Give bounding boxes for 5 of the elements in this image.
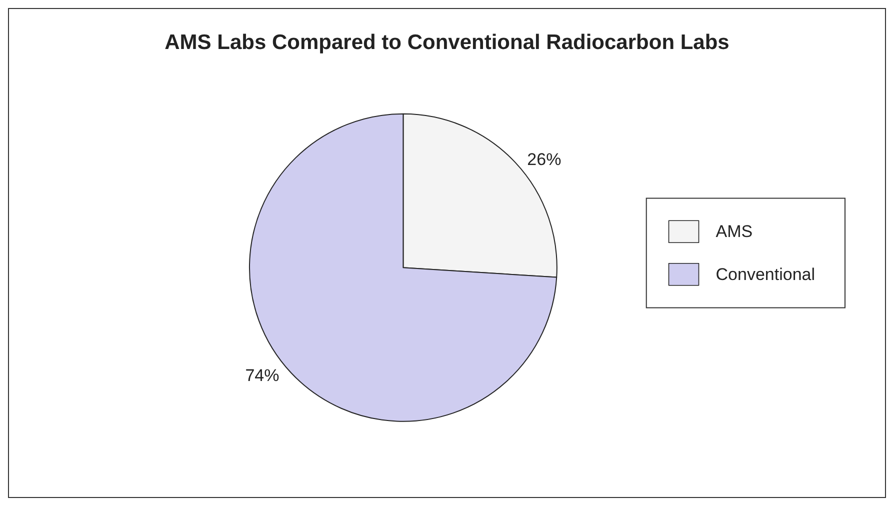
- chart-title: AMS Labs Compared to Conventional Radiocarbon Labs: [164, 31, 730, 54]
- data-label: 74%: [245, 366, 280, 386]
- data-label: 26%: [527, 150, 562, 170]
- legend-label: Conventional: [716, 264, 816, 284]
- legend-label: AMS: [716, 222, 753, 242]
